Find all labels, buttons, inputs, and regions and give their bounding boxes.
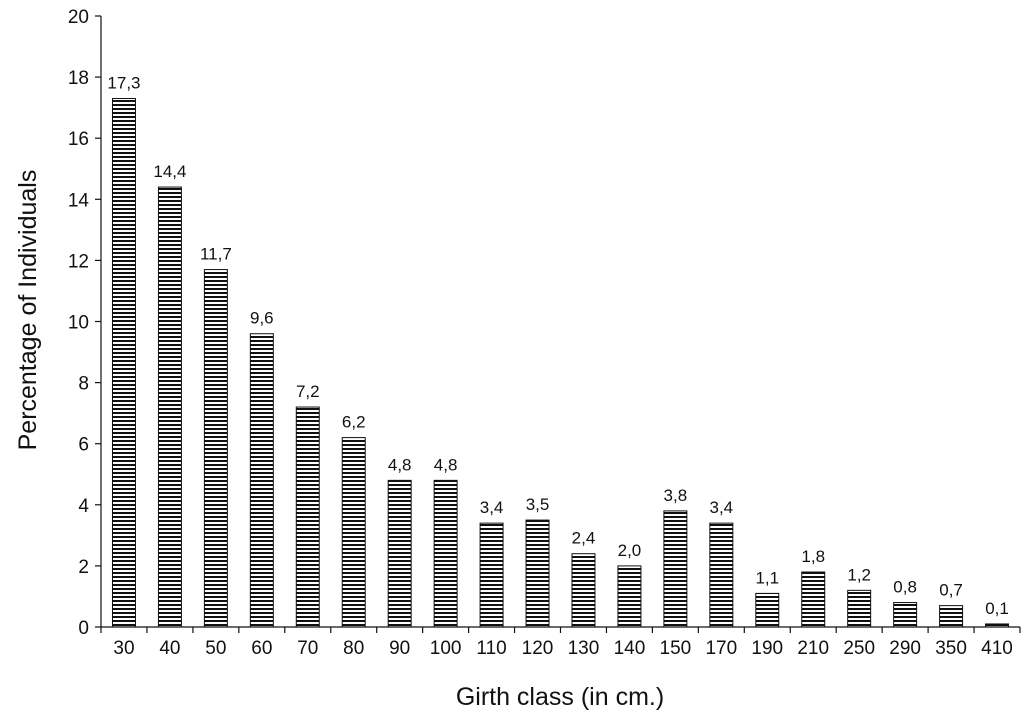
data-label-350: 0,7: [939, 581, 963, 600]
x-tick-label: 50: [205, 638, 226, 659]
data-label-290: 0,8: [893, 578, 917, 597]
bar-170: [709, 522, 734, 628]
bar-290: [893, 602, 918, 628]
bar-90: [387, 479, 412, 628]
data-label-120: 3,5: [526, 495, 550, 514]
bar-50: [203, 269, 228, 628]
y-tick-label: 4: [78, 496, 89, 517]
x-tick-label: 170: [705, 638, 737, 659]
data-label-70: 7,2: [296, 382, 320, 401]
y-tick-label: 18: [68, 68, 89, 89]
bar-350: [939, 605, 964, 628]
x-tick-label: 30: [113, 638, 134, 659]
axes-layer: 0 2 4 6 8 10 12 14 16 18 20 30 40 50 60 70 80 90 100 110 120…: [68, 7, 1021, 659]
bar-130: [571, 553, 596, 628]
x-tick-label: 120: [522, 638, 554, 659]
x-tick-label: 290: [889, 638, 921, 659]
data-label-250: 1,2: [847, 565, 871, 584]
x-tick-label: 60: [251, 638, 272, 659]
data-label-150: 3,8: [664, 486, 688, 505]
bar-250: [847, 589, 872, 628]
bar-70: [295, 406, 320, 628]
x-tick-label: 410: [981, 638, 1013, 659]
bar-30: [111, 97, 136, 628]
data-label-40: 14,4: [153, 162, 186, 181]
data-label-60: 9,6: [250, 309, 274, 328]
x-tick-label: 190: [751, 638, 783, 659]
bars-layer: 17,3 14,4 11,7 9,6 7,2 6,2 4,8 4,8 3,4 3,5 2,4 2,0 3…: [107, 73, 1010, 628]
y-tick-label: 2: [78, 557, 89, 578]
bar-60: [249, 333, 274, 628]
bar-190: [755, 592, 780, 628]
bar-210: [801, 571, 826, 628]
data-label-50: 11,7: [200, 245, 232, 264]
data-label-130: 2,4: [572, 529, 596, 548]
y-tick-label: 14: [68, 190, 90, 211]
x-tick-label: 350: [935, 638, 967, 659]
x-tick-label: 130: [568, 638, 600, 659]
x-tick-label: 80: [343, 638, 364, 659]
data-label-210: 1,8: [801, 547, 825, 566]
bar-40: [157, 186, 182, 628]
x-tick-label: 100: [430, 638, 462, 659]
x-tick-label: 250: [843, 638, 875, 659]
x-tick-label: 140: [614, 638, 646, 659]
y-tick-label: 0: [78, 618, 89, 639]
y-tick-label: 12: [68, 251, 89, 272]
data-label-140: 2,0: [618, 541, 642, 560]
y-tick-label: 6: [78, 435, 89, 456]
y-tick-label: 8: [78, 374, 89, 395]
x-tick-label: 210: [797, 638, 829, 659]
data-label-80: 6,2: [342, 413, 366, 432]
x-tick-label: 90: [389, 638, 410, 659]
x-axis-title: Girth class (in cm.): [456, 683, 664, 711]
bar-140: [617, 565, 642, 628]
data-label-30: 17,3: [107, 73, 140, 92]
x-tick-label: 70: [297, 638, 318, 659]
bar-110: [479, 522, 504, 628]
y-axis-title: Percentage of Individuals: [14, 170, 42, 451]
data-label-110: 3,4: [480, 498, 504, 517]
data-label-410: 0,1: [985, 599, 1009, 618]
bar-120: [525, 519, 550, 628]
bar-150: [663, 510, 688, 628]
bar-80: [341, 437, 366, 628]
y-tick-label: 10: [68, 313, 89, 334]
data-label-90: 4,8: [388, 455, 412, 474]
data-label-170: 3,4: [710, 498, 734, 517]
x-tick-label: 150: [660, 638, 692, 659]
y-tick-label: 16: [68, 129, 89, 150]
x-tick-label: 110: [476, 638, 506, 659]
y-tick-label: 20: [68, 7, 89, 28]
data-label-100: 4,8: [434, 455, 458, 474]
x-tick-label: 40: [159, 638, 180, 659]
data-label-190: 1,1: [755, 568, 779, 587]
bar-100: [433, 479, 458, 628]
